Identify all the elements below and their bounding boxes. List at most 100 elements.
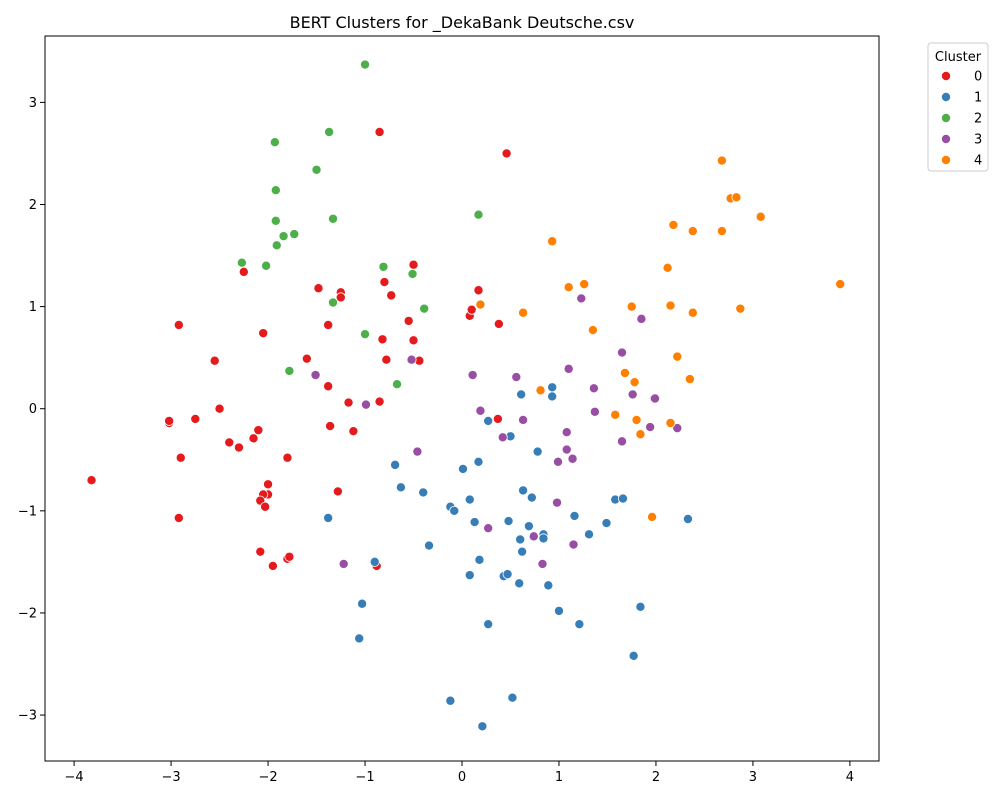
scatter-point (253, 425, 264, 436)
scatter-point (418, 487, 429, 498)
legend-label: 0 (974, 70, 982, 85)
scatter-point (395, 482, 406, 493)
scatter-point (514, 578, 525, 589)
x-tick-label: 4 (846, 770, 854, 785)
scatter-point (716, 155, 727, 166)
scatter-point (360, 329, 371, 340)
scatter-point (86, 475, 97, 486)
y-tick-label: 1 (29, 300, 37, 315)
scatter-point (464, 570, 475, 581)
scatter-point (579, 279, 590, 290)
scatter-point (563, 363, 574, 374)
scatter-point (647, 511, 658, 522)
scatter-point (214, 403, 225, 414)
scatter-point (755, 211, 766, 222)
y-tick-label: 3 (29, 96, 37, 111)
scatter-point (668, 219, 679, 230)
scatter-point (497, 432, 508, 443)
scatter-point (543, 580, 554, 591)
legend-marker (941, 71, 952, 82)
scatter-point (419, 303, 430, 314)
legend-marker (941, 133, 952, 144)
scatter-point (284, 365, 295, 376)
scatter-point (518, 307, 529, 318)
scatter-point (467, 370, 478, 381)
scatter-point (261, 260, 272, 271)
legend-label: 3 (974, 133, 982, 148)
scatter-point (635, 601, 646, 612)
scatter-point (473, 456, 484, 467)
scatter-point (224, 437, 235, 448)
scatter-point (173, 512, 184, 523)
scatter-point (408, 335, 419, 346)
scatter-point (523, 521, 534, 532)
scatter-point (561, 444, 572, 455)
scatter-point (325, 421, 336, 432)
scatter-point (390, 459, 401, 470)
y-tick-label: 2 (29, 198, 37, 213)
scatter-point (301, 353, 312, 364)
scatter-point (568, 539, 579, 550)
scatter-point (269, 137, 280, 148)
scatter-point (445, 695, 456, 706)
x-tick-label: 3 (749, 770, 757, 785)
scatter-point (457, 463, 468, 474)
scatter-point (209, 355, 220, 366)
scatter-point (406, 354, 417, 365)
scatter-point (348, 426, 359, 437)
scatter-point (233, 442, 244, 453)
scatter-point (518, 485, 529, 496)
scatter-point (574, 619, 585, 630)
scatter-point (617, 436, 628, 447)
scatter-point (662, 262, 673, 273)
cluster-1-points (323, 382, 693, 732)
scatter-point (588, 383, 599, 394)
scatter-point (626, 301, 637, 312)
scatter-point (687, 226, 698, 237)
scatter-point (516, 389, 527, 400)
scatter-point (665, 418, 676, 429)
scatter-point (473, 209, 484, 220)
x-tick-label: −1 (355, 770, 374, 785)
scatter-point (684, 374, 695, 385)
y-tick-label: −1 (18, 504, 37, 519)
scatter-point (381, 354, 392, 365)
scatter-point (408, 259, 419, 270)
scatter-point (617, 493, 628, 504)
scatter-point (335, 292, 346, 303)
scatter-point (477, 721, 488, 732)
scatter-point (338, 558, 349, 569)
scatter-point (511, 372, 522, 383)
scatter-point (354, 633, 365, 644)
scatter-point (260, 501, 271, 512)
legend-label: 4 (974, 154, 982, 169)
scatter-point (378, 261, 389, 272)
scatter-point (619, 367, 630, 378)
scatter-point (475, 299, 486, 310)
scatter-point (343, 397, 354, 408)
scatter-point (238, 266, 249, 277)
scatter-point (473, 285, 484, 296)
scatter-point (323, 381, 334, 392)
scatter-point (493, 318, 504, 329)
scatter-point (649, 393, 660, 404)
scatter-point (716, 226, 727, 237)
scatter-point (248, 433, 259, 444)
scatter-point (270, 185, 281, 196)
scatter-point (323, 319, 334, 330)
scatter-point (517, 546, 528, 557)
scatter-point (584, 529, 595, 540)
scatter-point (311, 164, 322, 175)
chart-title: BERT Clusters for _DekaBank Deutsche.csv (290, 13, 635, 33)
scatter-point (645, 422, 656, 433)
scatter-point (731, 192, 742, 203)
scatter-point (617, 347, 628, 358)
scatter-point (735, 303, 746, 314)
scatter-point (449, 505, 460, 516)
scatter-point (289, 229, 300, 240)
scatter-point (258, 328, 269, 339)
scatter-point (392, 379, 403, 390)
scatter-point (636, 313, 647, 324)
x-tick-label: 1 (555, 770, 563, 785)
